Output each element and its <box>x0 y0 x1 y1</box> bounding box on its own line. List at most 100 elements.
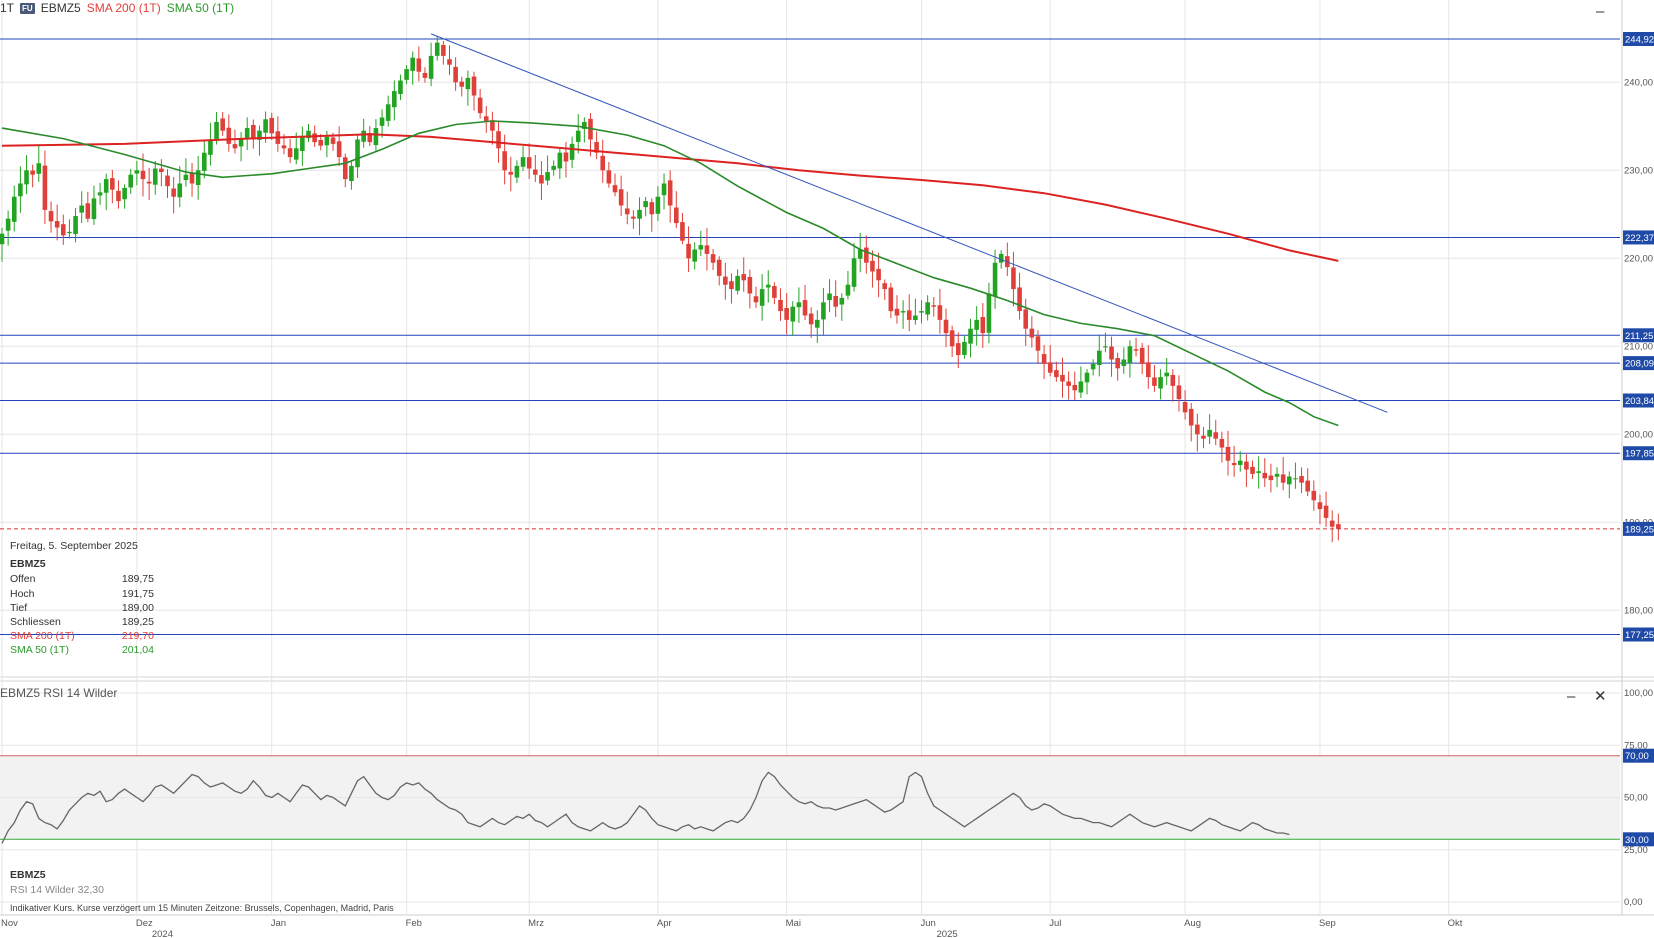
candle-body <box>1084 372 1090 383</box>
candle-body <box>165 175 170 187</box>
candle-body <box>753 296 759 303</box>
rsi-minimize-button[interactable]: – <box>1567 688 1576 705</box>
candle-body <box>1336 524 1341 529</box>
candle-body <box>1103 346 1108 348</box>
level-price-tag <box>1623 328 1654 343</box>
candle-body <box>1139 347 1145 364</box>
candle-body <box>680 222 685 241</box>
candle-body <box>1188 408 1194 426</box>
infobox-date: Freitag, 5. September 2025 <box>10 540 138 552</box>
sma200-legend[interactable]: SMA 200 (1T) <box>86 1 161 15</box>
candle-body <box>312 133 317 143</box>
candle-body <box>563 152 569 162</box>
level-price-tag <box>1623 230 1654 245</box>
candle-body <box>1096 350 1102 365</box>
symbol-label[interactable]: EBMZ5 <box>40 1 81 15</box>
candle-body <box>864 247 869 263</box>
x-tick-label: Mrz <box>528 918 544 929</box>
candle-body <box>1176 385 1182 400</box>
candle-body <box>263 119 268 133</box>
y-tick-label: 210,00 <box>1624 341 1653 352</box>
candle-body <box>404 69 409 80</box>
candle-body <box>759 289 765 306</box>
period-label[interactable]: 1T <box>0 1 15 15</box>
main-minimize-button[interactable]: – <box>1596 3 1605 20</box>
candle-body <box>606 170 612 184</box>
level-price-tag <box>1623 32 1654 46</box>
candle-body <box>539 175 544 184</box>
rsi-close-button[interactable]: ✕ <box>1594 688 1607 705</box>
candle-body <box>870 260 875 272</box>
candle-body <box>416 58 422 72</box>
x-tick-sublabel: 2024 <box>152 929 173 938</box>
candle-body <box>545 172 550 181</box>
candle-body <box>980 317 986 334</box>
candle-body <box>582 121 587 129</box>
x-tick-label: Nov <box>1 918 18 929</box>
candle-body <box>1237 460 1243 465</box>
infobox-row-label: SMA 200 (1T) <box>10 630 75 643</box>
candle-body <box>140 170 146 180</box>
candle-body <box>1268 475 1274 481</box>
candle-body <box>1041 354 1047 364</box>
candle-body <box>949 330 955 347</box>
candle-body <box>661 183 667 196</box>
candle-body <box>36 163 42 174</box>
candle-body <box>1201 435 1206 439</box>
infobox-row-label: Schliessen <box>10 616 61 629</box>
x-tick-label: Jan <box>271 918 286 929</box>
candle-body <box>361 130 366 142</box>
rsi-level-tag <box>1623 832 1654 847</box>
candle-body <box>784 308 789 320</box>
candle-body <box>244 128 250 139</box>
candle-body <box>502 151 507 171</box>
candle-body <box>1146 362 1151 378</box>
candle-body <box>1262 472 1268 479</box>
candle-body <box>704 245 710 254</box>
infobox-row: Offen 189,75 <box>10 572 154 586</box>
candle-body <box>833 296 838 307</box>
candle-body <box>1109 346 1114 360</box>
x-tick-label: Aug <box>1184 918 1201 929</box>
candle-body <box>195 170 201 186</box>
candle-body <box>1115 358 1120 369</box>
infobox-symbol: EBMZ5 <box>10 558 46 571</box>
candle-body <box>998 253 1004 263</box>
infobox-row-label: Offen <box>10 573 36 586</box>
sma50-legend[interactable]: SMA 50 (1T) <box>166 1 235 15</box>
footnote: Indikativer Kurs. Kurse verzögert um 15 … <box>10 903 394 913</box>
candle-body <box>1017 287 1022 312</box>
candle-body <box>992 262 998 297</box>
candle-body <box>152 168 158 185</box>
candle-body <box>251 124 256 140</box>
candle-body <box>471 76 477 96</box>
candle-body <box>508 171 514 175</box>
candle-body <box>79 205 84 213</box>
candle-body <box>483 116 489 122</box>
candle-body <box>600 155 606 171</box>
candle-body <box>778 299 783 312</box>
candle-body <box>631 216 636 219</box>
candle-body <box>61 224 66 236</box>
candle-body <box>189 173 195 184</box>
rsi-infobox-symbol: EBMZ5 <box>10 869 46 881</box>
candle-body <box>220 118 225 131</box>
candle-body <box>808 313 814 325</box>
candle-body <box>575 130 581 142</box>
trendline <box>430 33 1388 413</box>
rsi-infobox: EBMZ5 RSI 14 Wilder 32,30 <box>10 868 104 898</box>
candle-body <box>882 283 888 290</box>
candle-body <box>716 259 722 276</box>
candle-body <box>937 305 943 320</box>
candle-body <box>171 188 176 197</box>
y-tick-label: 220,00 <box>1624 253 1653 264</box>
candle-body <box>134 170 140 174</box>
candle-body <box>306 130 311 139</box>
candle-body <box>85 203 91 219</box>
level-price-label: 203,84 <box>1625 396 1654 407</box>
candle-body <box>459 81 465 87</box>
candle-body <box>741 274 747 281</box>
candle-body <box>943 319 949 334</box>
candle-body <box>520 157 526 167</box>
